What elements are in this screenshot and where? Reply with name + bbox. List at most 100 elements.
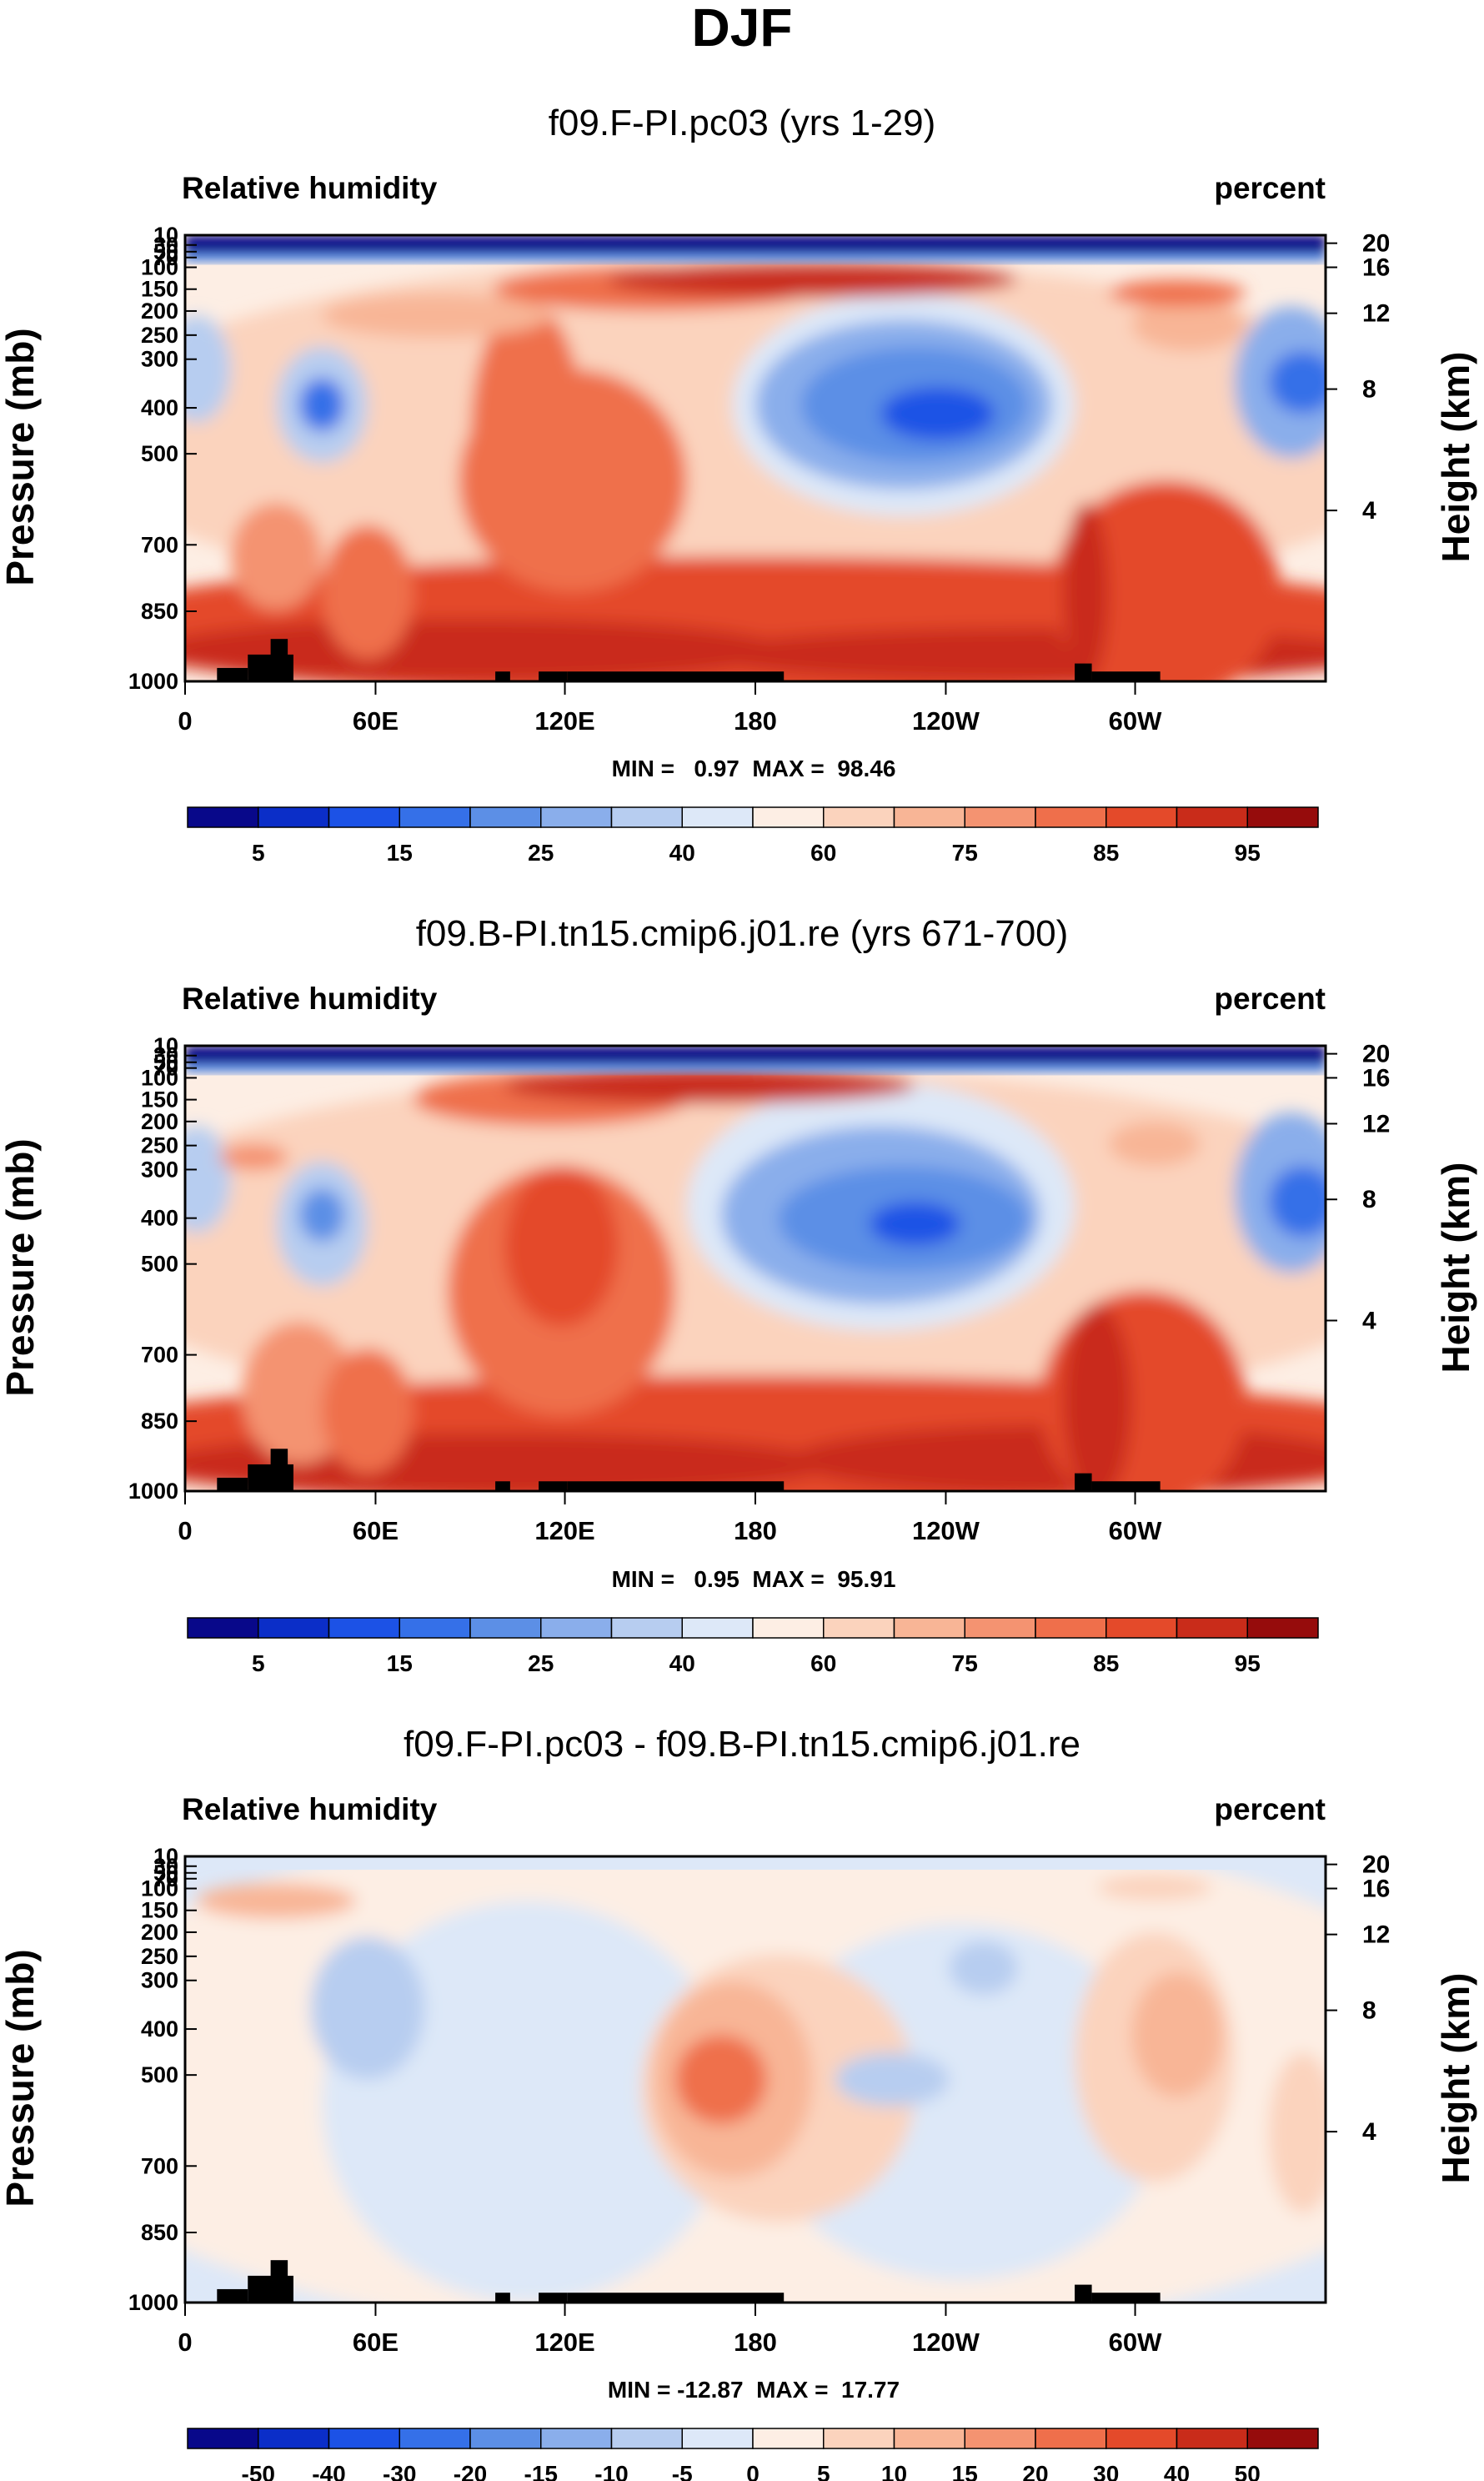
topography-mask — [567, 1481, 785, 1491]
contour-region — [1131, 1972, 1223, 2097]
contour-region — [230, 503, 323, 610]
colorbar-box — [681, 1617, 754, 1639]
topography-mask — [217, 2288, 248, 2303]
topography-mask — [1075, 2284, 1092, 2303]
contour-region — [470, 302, 584, 570]
contour-region — [185, 315, 231, 423]
y-tick-label: 200 — [141, 1920, 178, 1945]
y-tick-label: 300 — [141, 1968, 178, 1993]
colorbar-label: 25 — [528, 840, 554, 866]
y-right-tick-label: 20 — [1362, 1041, 1390, 1068]
y-tick-label: 250 — [141, 323, 178, 348]
x-tick-label: 180 — [734, 1516, 777, 1545]
colorbar-box — [258, 1617, 330, 1639]
x-tick-label: 60E — [353, 706, 399, 736]
colorbar-box — [1035, 2428, 1107, 2449]
colorbar-label: 0 — [746, 2461, 760, 2481]
y-tick-label: 70 — [153, 1866, 178, 1891]
topography-mask — [270, 2260, 288, 2303]
colorbar-box — [328, 806, 400, 828]
y-tick-label: 100 — [141, 1876, 178, 1901]
y-tick-label: 150 — [141, 277, 178, 302]
y-tick-label: 70 — [153, 245, 178, 270]
colorbar-label: 15 — [387, 1650, 413, 1676]
colorbar-box — [1176, 2428, 1248, 2449]
colorbar-box — [1176, 806, 1248, 828]
topography-mask — [539, 671, 568, 681]
y-tick-label: 50 — [153, 239, 178, 264]
colorbar-label: 5 — [252, 1650, 265, 1676]
colorbar-label: 5 — [817, 2461, 830, 2481]
y-tick-label: 1000 — [128, 1479, 178, 1504]
topography-mask — [1075, 1473, 1092, 1491]
colorbar-label: -40 — [312, 2461, 345, 2481]
contour-region — [1131, 297, 1246, 352]
panel-1-y-label-right: Height (km) — [1434, 352, 1477, 563]
y-right-tick-label: 8 — [1362, 376, 1376, 404]
y-tick-label: 50 — [153, 1861, 178, 1886]
colorbar-label: 30 — [1093, 2461, 1119, 2481]
contour-region — [880, 386, 995, 441]
colorbar-box — [469, 806, 542, 828]
x-tick-label: 180 — [734, 706, 777, 736]
x-tick-label: 60W — [1109, 2328, 1162, 2357]
colorbar-box — [187, 806, 259, 828]
topography-mask — [495, 671, 510, 681]
topography-mask — [1091, 671, 1161, 681]
topography-mask — [217, 667, 248, 681]
panel-1-right-string: percent — [1214, 171, 1326, 205]
colorbar-box — [752, 1617, 825, 1639]
y-tick-label: 500 — [141, 2062, 178, 2087]
contour-region — [298, 378, 345, 432]
contour-region — [504, 1166, 619, 1327]
contour-region — [1063, 1303, 1132, 1491]
x-tick-label: 120E — [534, 706, 594, 736]
colorbar-box — [893, 1617, 965, 1639]
contour-region — [1109, 1121, 1201, 1167]
panel-2-x-axis: 0 60E 120E 180 120W 60W — [178, 1491, 1162, 1545]
panel-1: f09.F-PI.pc03 (yrs 1-29) Relative humidi… — [0, 103, 1477, 866]
colorbar-label: 95 — [1235, 840, 1261, 866]
colorbar-box — [964, 2428, 1036, 2449]
colorbar-label: 75 — [952, 840, 978, 866]
field-contours — [185, 1067, 1326, 1491]
y-right-tick-label: 20 — [1362, 230, 1390, 258]
x-tick-label: 60W — [1109, 1516, 1162, 1545]
colorbar-box — [1246, 2428, 1319, 2449]
contour-region — [322, 1348, 414, 1474]
colorbar-label: -5 — [672, 2461, 693, 2481]
panel-3-y-label: Pressure (mb) — [0, 1949, 42, 2207]
colorbar-box — [1246, 1617, 1319, 1639]
panel-3-stats: MIN = -12.87 MAX = 17.77 — [608, 2377, 900, 2403]
panel-2-left-string: Relative humidity — [182, 982, 438, 1016]
y-tick-label: 30 — [153, 1854, 178, 1879]
y-tick-label: 10 — [153, 223, 178, 248]
panel-1-y-label: Pressure (mb) — [0, 328, 42, 585]
panel-2-stats: MIN = 0.95 MAX = 95.91 — [612, 1566, 896, 1592]
colorbar-box — [964, 1617, 1036, 1639]
colorbar-box — [752, 806, 825, 828]
contour-region — [1268, 1166, 1326, 1238]
contour-region — [1268, 351, 1326, 414]
topography-mask — [217, 1477, 248, 1491]
topography-mask — [270, 639, 288, 681]
field-contours — [185, 257, 1326, 681]
x-tick-label: 60E — [353, 1516, 399, 1545]
contour-region — [185, 1126, 231, 1233]
colorbar-box — [610, 2428, 683, 2449]
y-tick-label: 300 — [141, 1157, 178, 1182]
contour-region — [185, 253, 1326, 263]
y-tick-label: 700 — [141, 532, 178, 557]
colorbar-box — [893, 2428, 965, 2449]
y-tick-label: 400 — [141, 395, 178, 420]
colorbar-label: 60 — [810, 840, 836, 866]
colorbar-box — [823, 2428, 895, 2449]
y-right-tick-label: 8 — [1362, 1997, 1376, 2025]
colorbar-label: 40 — [1164, 2461, 1190, 2481]
colorbar-box — [1105, 1617, 1178, 1639]
panel-2-colorbar: 5 15 25 40 60 75 85 95 — [187, 1617, 1319, 1676]
colorbar-box — [1035, 806, 1107, 828]
panel-3-colorbar: -50 -40 -30 -20 -15 -10 -5 0 5 10 15 20 30 40 50 — [187, 2428, 1319, 2481]
